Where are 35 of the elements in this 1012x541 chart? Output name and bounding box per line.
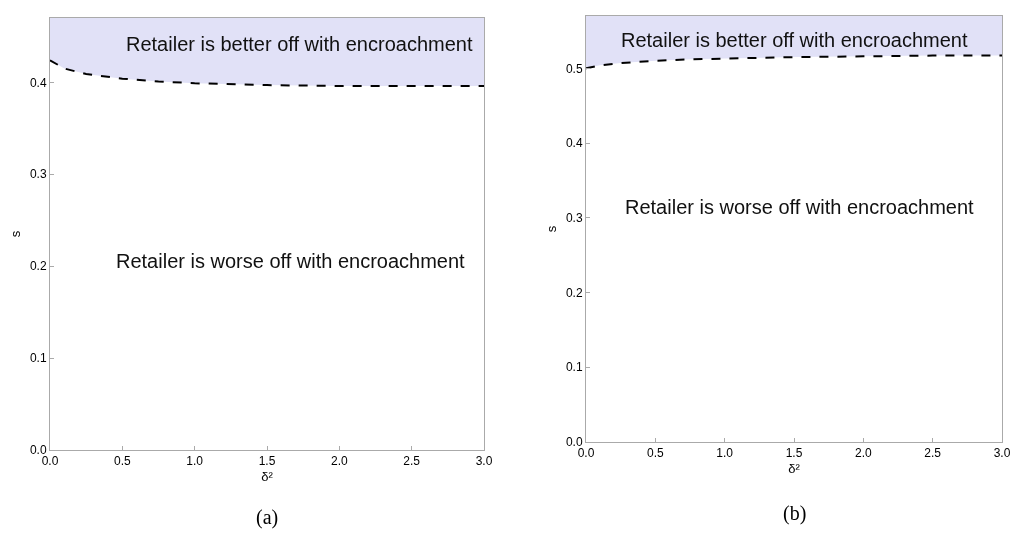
y-axis-title: s bbox=[543, 225, 559, 233]
x-tick-label: 2.5 bbox=[924, 446, 942, 461]
x-tick-label: 1.0 bbox=[186, 454, 204, 469]
x-tick-label: 0.0 bbox=[577, 446, 595, 461]
x-tick-label: 3.0 bbox=[993, 446, 1011, 461]
y-tick-label: 0.1 bbox=[565, 360, 583, 375]
annotation: Retailer is better off with encroachment bbox=[126, 33, 473, 55]
y-tick-label: 0.3 bbox=[565, 210, 583, 225]
text: (a) bbox=[256, 506, 279, 529]
x-tick-label: 0.5 bbox=[646, 446, 664, 461]
annotation: Retailer is better off with encroachment bbox=[621, 29, 968, 51]
line-series bbox=[50, 59, 484, 88]
x-tick-label: 1.5 bbox=[785, 446, 803, 461]
y-tick-label: 0.1 bbox=[29, 351, 47, 366]
y-tick-label: 0.4 bbox=[29, 75, 47, 90]
x-tick-label: 1.0 bbox=[716, 446, 734, 461]
y-tick-label: 0.2 bbox=[565, 285, 583, 300]
x-tick-label: 2.5 bbox=[403, 454, 421, 469]
y-axis-title: s bbox=[7, 230, 23, 238]
x-tick-label: 3.0 bbox=[475, 454, 493, 469]
x-axis-title: δ² bbox=[261, 469, 274, 484]
x-axis-title: δ² bbox=[788, 461, 801, 476]
x-tick-label: 2.0 bbox=[330, 454, 348, 469]
annotation: Retailer is worse off with encroachment bbox=[625, 196, 975, 218]
x-tick-label: 0.5 bbox=[113, 454, 131, 469]
x-tick-label: 1.5 bbox=[258, 454, 276, 469]
text: (b) bbox=[783, 502, 807, 525]
annotation: Retailer is worse off with encroachment bbox=[116, 250, 466, 272]
y-tick-label: 0.4 bbox=[565, 136, 583, 151]
y-tick-label: 0.2 bbox=[29, 259, 47, 274]
y-tick-label: 0.3 bbox=[29, 167, 47, 182]
line-series bbox=[586, 54, 1002, 70]
x-tick-label: 0.0 bbox=[41, 454, 59, 469]
x-tick-label: 2.0 bbox=[854, 446, 872, 461]
y-tick-label: 0.5 bbox=[565, 61, 583, 76]
